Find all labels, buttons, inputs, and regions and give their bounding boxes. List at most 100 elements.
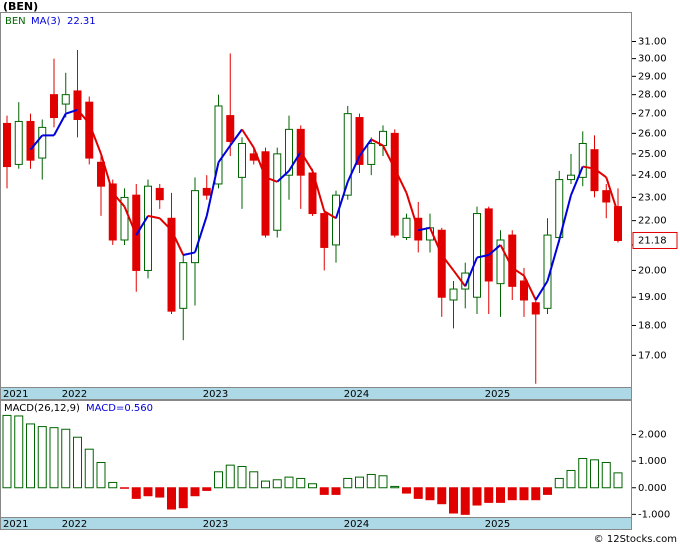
- ma-line: [418, 226, 431, 232]
- ma-line: [488, 244, 502, 256]
- macd-bar: [284, 476, 294, 489]
- legend-ma: MA(3): [31, 16, 61, 27]
- candle-body: [355, 117, 364, 165]
- macd-bar: [425, 487, 435, 501]
- x-tick-label: 2023: [203, 519, 228, 530]
- y-tick-label: 23.00: [638, 192, 667, 203]
- x-tick-label: 2024: [344, 519, 369, 530]
- macd-bar: [378, 475, 388, 489]
- candle-body: [238, 143, 246, 178]
- candle-body: [261, 151, 270, 236]
- candle-body: [484, 208, 493, 282]
- macd-bar: [355, 476, 364, 489]
- candle-body: [437, 229, 446, 298]
- candle-body: [614, 206, 622, 241]
- ma-line: [605, 177, 619, 214]
- macd-bar: [272, 479, 282, 489]
- macd-bar: [2, 414, 12, 489]
- macd-bar: [237, 465, 247, 489]
- ma-line: [53, 113, 67, 136]
- ma-line: [229, 128, 243, 147]
- macd-bar: [543, 487, 552, 495]
- candle-body: [214, 105, 223, 185]
- macd-bar: [413, 487, 423, 499]
- y-tick-label: -1.000: [638, 509, 670, 520]
- macd-bar: [14, 415, 24, 489]
- footer: © 12Stocks.com: [594, 534, 677, 545]
- y-tick-label: 24.00: [638, 170, 667, 181]
- macd-bar: [566, 469, 576, 489]
- y-tick-label: 22.00: [638, 216, 667, 227]
- candle-body: [202, 187, 211, 196]
- x-tick-label: 2022: [62, 389, 87, 400]
- macd-bar: [131, 487, 141, 499]
- candle-body: [179, 262, 188, 309]
- ma-line: [499, 244, 514, 269]
- macd-bar: [202, 487, 212, 491]
- y-tick-label: 17.00: [638, 350, 667, 361]
- macd-bar: [484, 487, 494, 503]
- candle-body: [97, 161, 105, 187]
- macd-bar: [578, 458, 588, 489]
- candle-body: [285, 128, 293, 176]
- macd-bar: [554, 477, 564, 489]
- ma-line: [582, 165, 595, 170]
- candle-body: [144, 185, 152, 271]
- ma-line: [65, 108, 78, 115]
- ma-line: [194, 215, 208, 253]
- chart-title: (BEN): [3, 0, 38, 13]
- y-tick-label: 2.000: [638, 430, 667, 441]
- candle-body: [50, 94, 58, 119]
- y-tick-label: 30.00: [638, 54, 667, 65]
- macd-bar: [143, 487, 153, 497]
- ma-line: [288, 151, 302, 172]
- ma-line: [534, 280, 549, 301]
- macd-value: MACD=0.560: [86, 403, 153, 414]
- date-strip: [0, 387, 632, 400]
- last-price-box: [632, 231, 678, 249]
- macd-bar: [590, 459, 599, 489]
- date-strip: [0, 517, 632, 530]
- macd-bar: [343, 477, 353, 489]
- candle-body: [449, 288, 458, 301]
- macd-bar: [225, 464, 235, 489]
- macd-bar: [108, 481, 118, 489]
- macd-bar: [96, 461, 106, 489]
- macd-bar: [296, 477, 306, 489]
- macd-bar: [496, 487, 505, 503]
- y-tick-label: 19.00: [638, 292, 667, 303]
- x-tick-label: 2025: [485, 389, 510, 400]
- macd-bar: [507, 487, 517, 501]
- ma-line: [464, 257, 478, 287]
- last-price-label: 21.18: [638, 235, 667, 246]
- ma-line: [276, 170, 290, 183]
- y-tick-label: 0.000: [638, 483, 667, 494]
- macd-bar: [214, 471, 223, 489]
- y-tick-label: 25.00: [638, 149, 667, 160]
- candle-body: [531, 302, 540, 315]
- ma-line: [405, 192, 420, 231]
- candle-body: [155, 187, 164, 201]
- candle-body: [496, 239, 505, 285]
- ma-line: [147, 214, 160, 220]
- candle-body: [320, 213, 329, 248]
- ma-line: [523, 275, 537, 301]
- ma-line: [335, 181, 349, 219]
- ma-line: [393, 168, 408, 194]
- macd-bar: [613, 472, 623, 489]
- candle-body: [167, 217, 176, 312]
- candle-body: [367, 143, 376, 165]
- macd-bar: [120, 487, 129, 489]
- ma-line: [476, 254, 489, 259]
- macd-bar: [73, 436, 82, 489]
- macd-bar: [390, 485, 400, 489]
- candle-body: [191, 190, 199, 264]
- ma-line: [546, 239, 561, 282]
- macd-legend: MACD(26,12,9): [4, 403, 80, 414]
- legend-symbol: BEN: [5, 16, 26, 27]
- macd-bar: [601, 461, 611, 489]
- ma-line: [570, 166, 584, 196]
- macd-bar: [61, 428, 71, 489]
- legend-ma-value: 22.31: [67, 16, 96, 27]
- candle-body: [602, 190, 611, 203]
